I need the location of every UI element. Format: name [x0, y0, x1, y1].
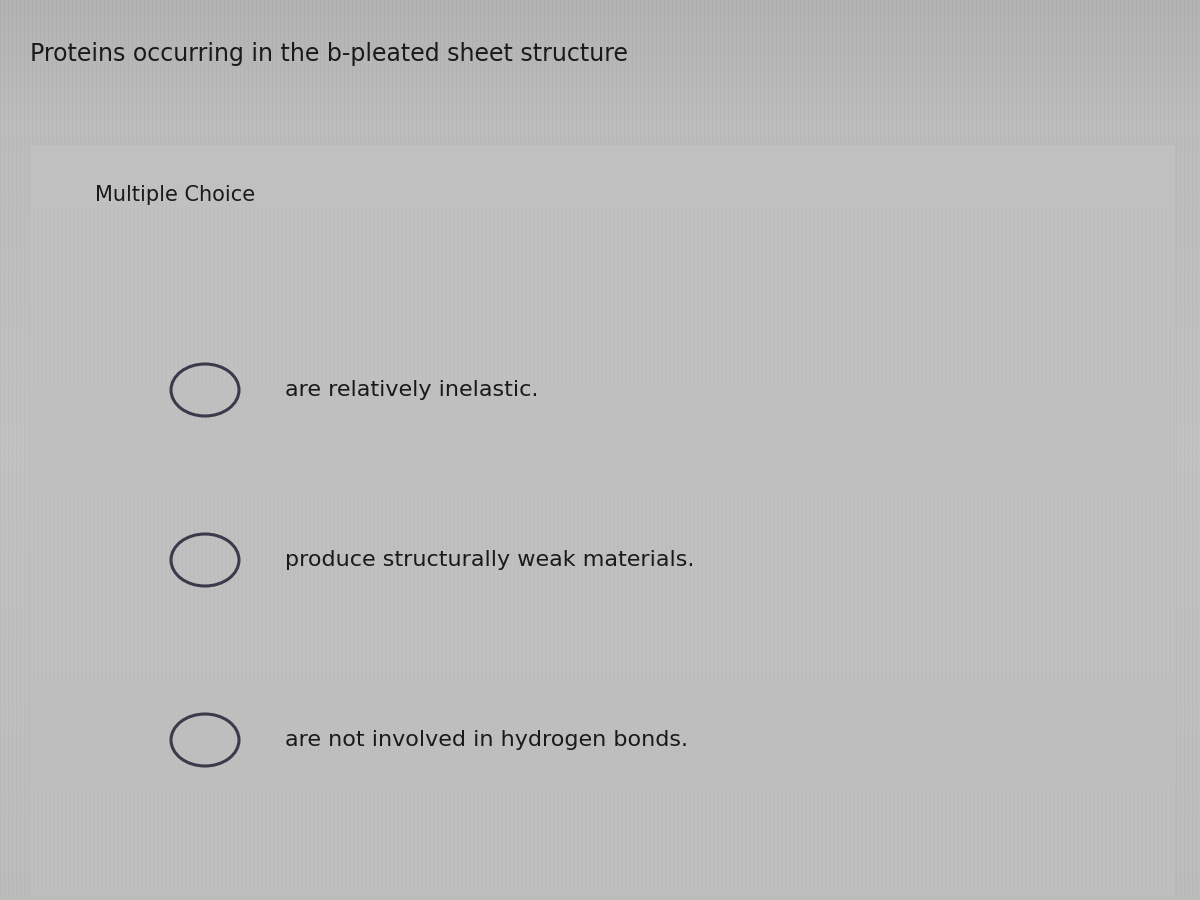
- Text: are not involved in hydrogen bonds.: are not involved in hydrogen bonds.: [286, 730, 688, 750]
- Text: Multiple Choice: Multiple Choice: [95, 185, 256, 205]
- Text: produce structurally weak materials.: produce structurally weak materials.: [286, 550, 695, 570]
- Text: Proteins occurring in the b-pleated sheet structure: Proteins occurring in the b-pleated shee…: [30, 42, 628, 66]
- Text: are relatively inelastic.: are relatively inelastic.: [286, 380, 539, 400]
